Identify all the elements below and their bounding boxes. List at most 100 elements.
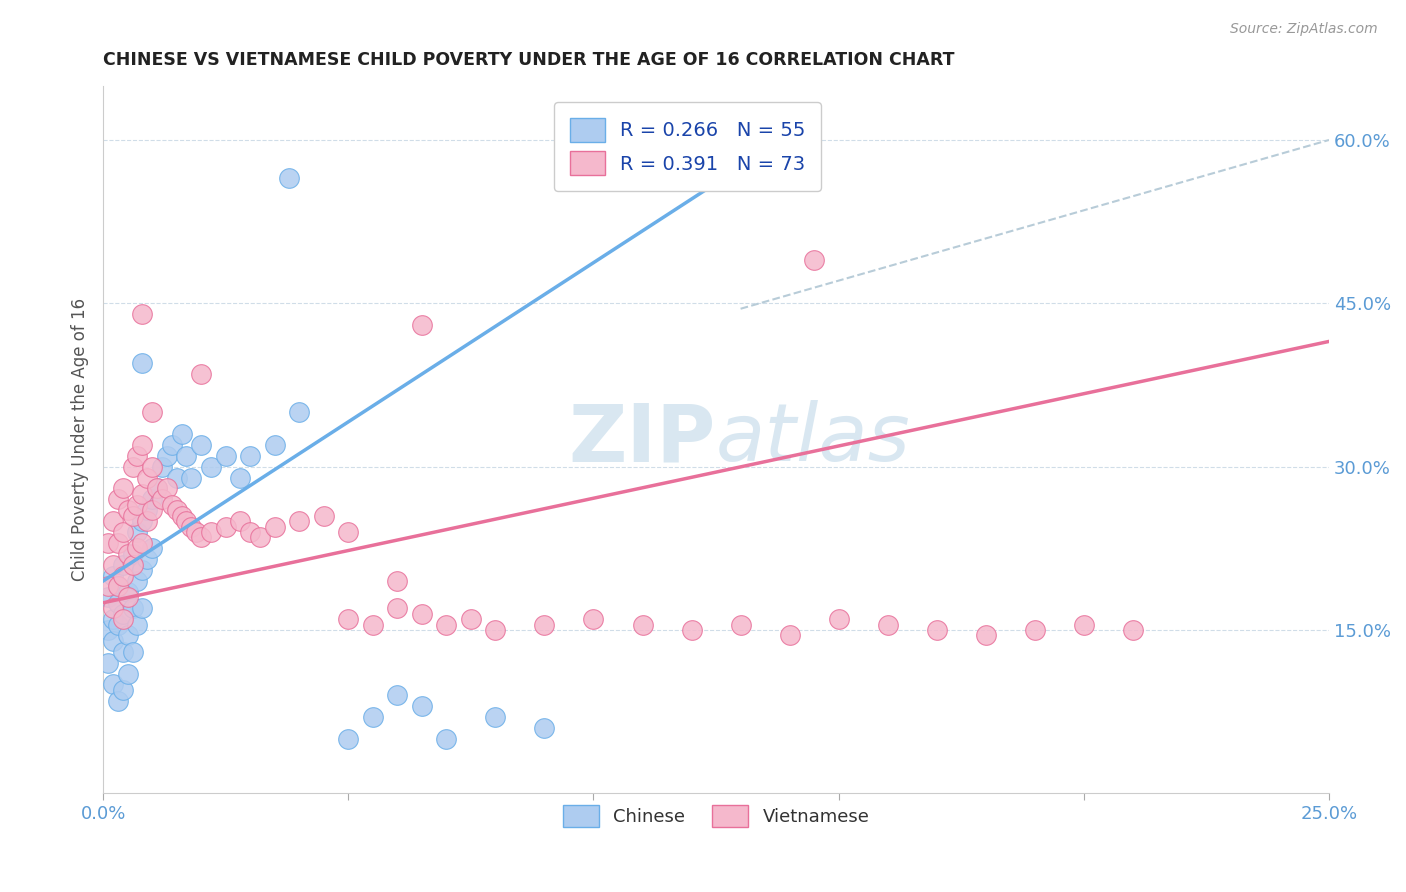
- Point: [190, 367, 212, 381]
- Point: [361, 617, 384, 632]
- Point: [1073, 617, 1095, 632]
- Point: [101, 601, 124, 615]
- Point: [131, 563, 153, 577]
- Point: [160, 438, 183, 452]
- Point: [127, 541, 149, 556]
- Point: [101, 558, 124, 572]
- Point: [239, 524, 262, 539]
- Point: [411, 318, 433, 332]
- Y-axis label: Child Poverty Under the Age of 16: Child Poverty Under the Age of 16: [72, 298, 89, 581]
- Point: [131, 438, 153, 452]
- Point: [127, 574, 149, 588]
- Point: [337, 612, 360, 626]
- Point: [460, 612, 482, 626]
- Point: [337, 524, 360, 539]
- Point: [117, 628, 139, 642]
- Point: [229, 514, 252, 528]
- Point: [263, 438, 285, 452]
- Point: [361, 710, 384, 724]
- Point: [484, 710, 506, 724]
- Point: [111, 682, 134, 697]
- Point: [136, 470, 159, 484]
- Point: [215, 449, 238, 463]
- Point: [411, 699, 433, 714]
- Point: [156, 482, 179, 496]
- Point: [97, 591, 120, 605]
- Point: [876, 617, 898, 632]
- Point: [127, 524, 149, 539]
- Point: [146, 482, 169, 496]
- Point: [582, 612, 605, 626]
- Point: [779, 628, 801, 642]
- Point: [190, 531, 212, 545]
- Point: [131, 536, 153, 550]
- Point: [131, 487, 153, 501]
- Point: [121, 459, 143, 474]
- Point: [387, 574, 409, 588]
- Point: [170, 427, 193, 442]
- Point: [107, 596, 129, 610]
- Point: [107, 579, 129, 593]
- Point: [117, 591, 139, 605]
- Point: [101, 514, 124, 528]
- Point: [136, 503, 159, 517]
- Point: [121, 558, 143, 572]
- Point: [101, 633, 124, 648]
- Point: [121, 547, 143, 561]
- Point: [111, 568, 134, 582]
- Point: [136, 552, 159, 566]
- Point: [107, 536, 129, 550]
- Point: [111, 524, 134, 539]
- Point: [107, 492, 129, 507]
- Point: [925, 623, 948, 637]
- Point: [97, 536, 120, 550]
- Point: [730, 617, 752, 632]
- Point: [141, 459, 163, 474]
- Point: [121, 645, 143, 659]
- Point: [170, 508, 193, 523]
- Point: [166, 470, 188, 484]
- Point: [411, 607, 433, 621]
- Point: [434, 731, 457, 746]
- Point: [127, 449, 149, 463]
- Point: [131, 356, 153, 370]
- Point: [166, 503, 188, 517]
- Point: [97, 623, 120, 637]
- Point: [176, 449, 198, 463]
- Point: [681, 623, 703, 637]
- Point: [107, 694, 129, 708]
- Point: [434, 617, 457, 632]
- Point: [97, 656, 120, 670]
- Point: [141, 492, 163, 507]
- Point: [150, 492, 173, 507]
- Point: [111, 558, 134, 572]
- Point: [127, 498, 149, 512]
- Point: [141, 405, 163, 419]
- Text: ZIP: ZIP: [569, 401, 716, 478]
- Point: [97, 579, 120, 593]
- Text: CHINESE VS VIETNAMESE CHILD POVERTY UNDER THE AGE OF 16 CORRELATION CHART: CHINESE VS VIETNAMESE CHILD POVERTY UNDE…: [103, 51, 955, 69]
- Point: [312, 508, 335, 523]
- Legend: Chinese, Vietnamese: Chinese, Vietnamese: [555, 797, 877, 834]
- Point: [117, 666, 139, 681]
- Point: [337, 731, 360, 746]
- Point: [117, 503, 139, 517]
- Point: [121, 601, 143, 615]
- Point: [160, 498, 183, 512]
- Point: [180, 470, 202, 484]
- Point: [249, 531, 271, 545]
- Point: [101, 612, 124, 626]
- Point: [484, 623, 506, 637]
- Point: [186, 524, 208, 539]
- Point: [146, 482, 169, 496]
- Text: Source: ZipAtlas.com: Source: ZipAtlas.com: [1230, 22, 1378, 37]
- Point: [121, 508, 143, 523]
- Point: [827, 612, 849, 626]
- Point: [533, 617, 555, 632]
- Point: [387, 689, 409, 703]
- Point: [263, 519, 285, 533]
- Point: [200, 459, 222, 474]
- Point: [117, 585, 139, 599]
- Point: [127, 617, 149, 632]
- Point: [131, 307, 153, 321]
